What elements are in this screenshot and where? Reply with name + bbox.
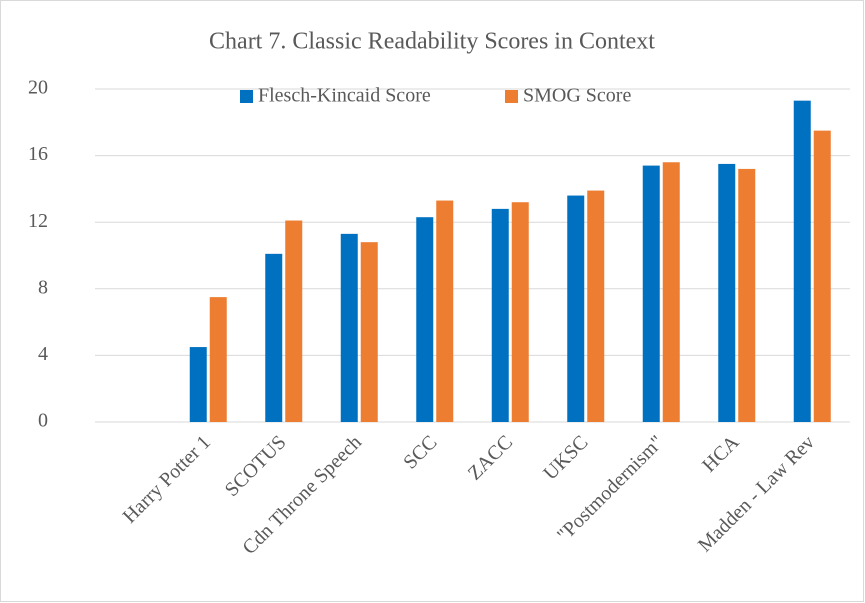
y-tick-label: 20 bbox=[28, 77, 48, 99]
y-tick-label: 4 bbox=[38, 343, 48, 365]
bar bbox=[587, 190, 605, 422]
bar bbox=[567, 195, 585, 422]
bar bbox=[813, 130, 831, 422]
y-tick-label: 12 bbox=[28, 210, 48, 232]
bar bbox=[738, 168, 756, 422]
y-tick-label: 0 bbox=[38, 410, 48, 432]
chart-title: Chart 7. Classic Readability Scores in C… bbox=[209, 29, 655, 55]
bar bbox=[340, 233, 358, 422]
bar bbox=[265, 253, 283, 422]
legend-swatch bbox=[505, 90, 518, 103]
bar bbox=[511, 202, 529, 422]
bar bbox=[209, 297, 227, 422]
bar bbox=[793, 100, 811, 422]
bar bbox=[662, 162, 680, 422]
bar bbox=[718, 163, 736, 423]
y-tick-label: 16 bbox=[28, 143, 48, 165]
bar bbox=[436, 200, 454, 422]
y-tick-label: 8 bbox=[38, 276, 48, 298]
bar bbox=[642, 165, 660, 422]
bar bbox=[360, 242, 378, 422]
bar bbox=[285, 220, 303, 422]
legend-label: Flesch-Kincaid Score bbox=[258, 85, 431, 107]
bar bbox=[491, 208, 509, 422]
legend-swatch bbox=[240, 90, 253, 103]
bar bbox=[416, 217, 434, 422]
legend-label: SMOG Score bbox=[523, 85, 631, 107]
bar bbox=[189, 347, 207, 422]
